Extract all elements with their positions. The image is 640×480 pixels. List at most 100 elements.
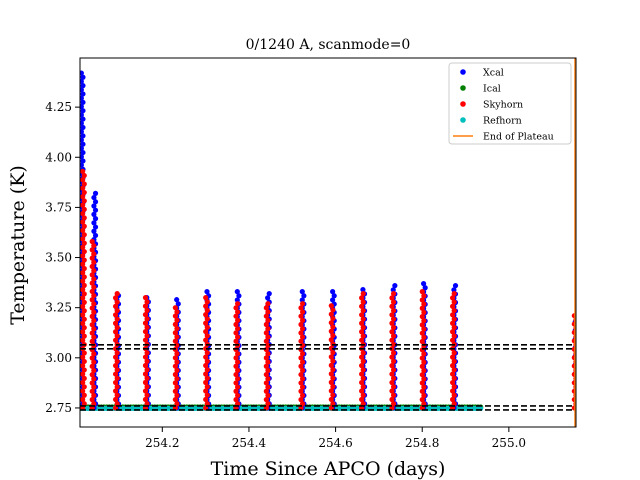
series-skyhorn-point [81,265,87,272]
series-skyhorn-point [112,346,119,352]
series-skyhorn-point [80,337,86,343]
series-skyhorn-point [80,371,86,377]
series-skyhorn-point [89,322,95,328]
series-skyhorn-point [328,371,334,377]
series-skyhorn-point [204,384,210,390]
series-skyhorn-point [359,354,365,360]
series-skyhorn-point [451,392,457,398]
series-skyhorn-point [235,392,241,399]
series-skyhorn-point [360,324,366,331]
series-skyhorn-point [389,388,395,394]
series-skyhorn-point [172,355,178,361]
series-xcal-point [92,216,99,222]
series-xcal-point [92,190,99,196]
series-skyhorn-point [330,401,336,407]
series-skyhorn-point [360,401,366,407]
series-skyhorn-point [328,320,334,326]
series-skyhorn-point [419,322,425,328]
series-skyhorn-point [360,367,366,373]
series-skyhorn-point [89,305,95,311]
series-skyhorn-point [142,312,149,318]
series-skyhorn-point [360,307,366,314]
series-skyhorn-point [91,401,97,407]
series-skyhorn-point [91,276,97,282]
series-xcal-point [92,224,99,230]
series-skyhorn-point [263,330,269,336]
series-skyhorn-point [299,367,306,374]
series-skyhorn-point [389,303,395,309]
series-skyhorn-point [81,172,87,179]
series-skyhorn-point [81,189,87,196]
series-skyhorn-point [330,315,336,322]
series-skyhorn-point [174,334,180,340]
series-xcal-point [330,297,336,303]
series-xcal-point [80,74,86,80]
series-xcal-point [360,287,366,293]
series-skyhorn-point [172,330,178,336]
x-axis-label: Time Since APCO (days) [211,458,446,480]
series-skyhorn-point [451,375,457,381]
series-skyhorn-point [299,326,306,332]
series-skyhorn-point [359,388,365,394]
series-skyhorn-point [390,358,397,364]
series-skyhorn-point [204,299,210,305]
series-skyhorn-point [81,257,87,263]
series-skyhorn-point [298,363,304,369]
series-skyhorn-point [359,295,365,301]
legend-label: Skyhorn [483,100,523,111]
series-skyhorn-point [451,333,457,339]
series-skyhorn-point [89,372,95,378]
series-skyhorn-point [80,202,86,208]
series-skyhorn-point [91,334,97,340]
series-xcal-point [80,87,84,93]
series-skyhorn-point [91,259,97,265]
series-skyhorn-point [450,379,456,386]
series-skyhorn-point [390,375,397,381]
series-skyhorn-point [265,309,271,315]
series-skyhorn-point [298,305,304,311]
series-skyhorn-point [360,392,366,398]
series-skyhorn-point [235,376,241,382]
series-skyhorn-point [265,384,271,390]
series-skyhorn-point [389,379,395,386]
series-skyhorn-point [421,367,427,374]
y-axis-label: Temperature (K) [7,165,29,325]
series-skyhorn-point [421,376,427,382]
x-tick-label: 254.8 [405,436,439,450]
series-skyhorn-point [451,299,457,305]
x-tick-label: 254.2 [145,436,179,450]
series-skyhorn-point [235,334,241,340]
series-skyhorn-point [390,316,397,322]
series-skyhorn-point [263,380,269,386]
y-tick-label: 3.25 [45,301,72,315]
series-skyhorn-point [265,392,271,399]
series-xcal-point [80,162,84,168]
series-skyhorn-point [112,337,119,343]
series-skyhorn-point [81,299,87,305]
series-skyhorn-point [451,384,457,390]
series-skyhorn-point [233,330,239,336]
series-skyhorn-point [389,354,395,360]
series-skyhorn-point [89,288,95,295]
series-skyhorn-point [91,326,97,332]
series-skyhorn-point [233,321,239,328]
series-skyhorn-point [233,371,239,378]
series-skyhorn-point [360,333,366,339]
series-skyhorn-point [235,359,241,365]
series-skyhorn-point [114,316,120,322]
series-skyhorn-point [263,388,269,394]
series-skyhorn-point [144,358,150,364]
legend-label: Refhorn [483,116,522,127]
series-skyhorn-point [203,303,209,309]
series-skyhorn-point [450,396,456,403]
series-xcal-point [234,289,240,295]
series-skyhorn-point [299,401,306,407]
series-skyhorn-point [80,177,86,183]
series-skyhorn-point [81,223,87,229]
series-skyhorn-point [263,321,269,328]
legend-label: Ical [483,84,501,95]
series-skyhorn-point [144,299,150,305]
series-skyhorn-point [233,355,239,361]
legend-box [448,62,572,145]
